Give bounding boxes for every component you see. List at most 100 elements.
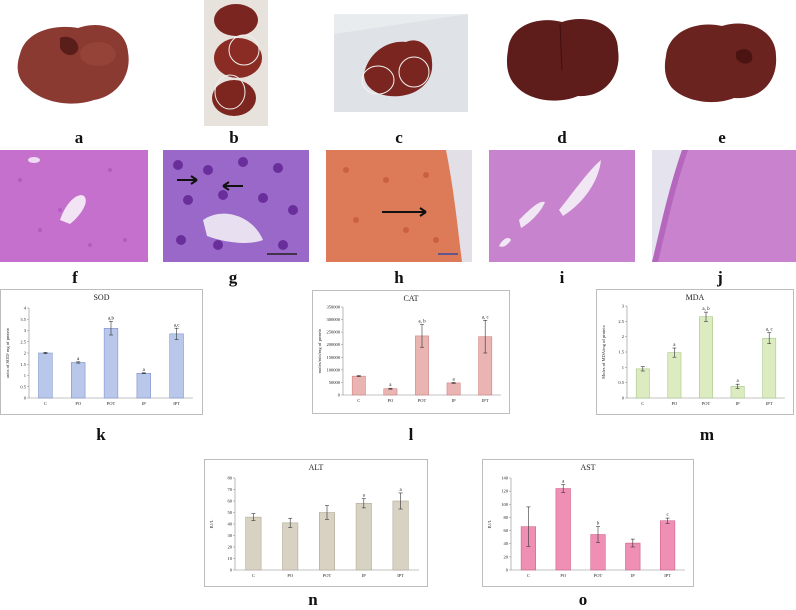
bar [355, 503, 372, 571]
bar [383, 388, 398, 396]
y-tick-label: 60 [228, 499, 233, 504]
bar [699, 316, 713, 399]
y-tick-label: 100 [501, 502, 509, 507]
panel-label-k: k [96, 425, 106, 444]
bar [351, 375, 366, 396]
chart-title: ALT [309, 463, 324, 472]
x-tick-label: PO [287, 573, 294, 578]
y-tick-label: 10 [228, 556, 233, 561]
y-tick-label: 3.5 [20, 317, 26, 322]
y-axis-label: IU/L [487, 519, 492, 528]
significance-label: b [597, 522, 600, 527]
bar [319, 512, 335, 571]
y-tick-label: 120 [501, 489, 509, 494]
significance-label: a, b [418, 320, 426, 325]
significance-label: a, b [702, 307, 710, 312]
y-tick-label: 1 [24, 373, 26, 378]
bar [245, 516, 262, 571]
y-tick-label: 70 [228, 487, 233, 492]
panel-label-f: f [72, 268, 78, 287]
x-tick-label: IP [452, 398, 456, 403]
x-tick-label: POT [702, 401, 711, 406]
x-tick-label: POT [418, 398, 427, 403]
y-tick-label: 2 [24, 351, 26, 356]
y-tick-label: 0 [506, 568, 509, 573]
y-tick-label: 40 [228, 522, 233, 527]
y-tick-label: 2 [622, 334, 624, 339]
y-axis-label: units of SOD/ mg of protein [5, 327, 10, 378]
x-tick-label: IPT [482, 398, 489, 403]
x-tick-label: PO [672, 401, 679, 406]
y-tick-label: 1 [622, 365, 624, 370]
chart-title: SOD [93, 293, 109, 302]
x-tick-label: POT [323, 573, 332, 578]
y-tick-label: 4 [24, 306, 27, 311]
bar [169, 333, 184, 399]
panel-label-e: e [718, 128, 726, 147]
bar [38, 352, 53, 399]
bar [282, 522, 299, 571]
significance-label: a,c [174, 323, 180, 328]
histology-f [0, 150, 148, 262]
panel-label-n: n [308, 590, 318, 609]
y-tick-label: 0 [24, 396, 27, 401]
y-axis-label: IU/L [209, 519, 214, 528]
significance-label: a [562, 480, 565, 485]
y-tick-label: 3 [24, 328, 27, 333]
bar [660, 520, 676, 571]
y-tick-label: 20 [228, 545, 233, 550]
chart-title: MDA [686, 293, 705, 302]
y-tick-label: 1.5 [618, 350, 624, 355]
significance-label: a [143, 368, 146, 373]
y-tick-label: 80 [504, 515, 509, 520]
y-tick-label: 50 [228, 510, 233, 515]
significance-label: a, c [482, 315, 490, 320]
y-tick-label: 20 [504, 554, 509, 559]
y-tick-label: 40 [504, 541, 509, 546]
x-tick-label: IPT [664, 573, 671, 578]
x-tick-label: IP [142, 401, 146, 406]
liver-photo-d [500, 10, 624, 106]
x-tick-label: POT [107, 401, 116, 406]
liver-photo-c [334, 14, 468, 112]
y-axis-label: moles/min/mg of protein [317, 328, 322, 373]
chart-title: CAT [403, 294, 418, 303]
chart-title: AST [580, 463, 595, 472]
significance-label: a [452, 377, 455, 382]
panel-label-c: c [395, 128, 403, 147]
y-tick-label: 30 [228, 533, 233, 538]
liver-photo-e [656, 12, 784, 108]
bar [136, 373, 151, 399]
histology-h [326, 150, 472, 262]
significance-label: a [673, 343, 676, 348]
x-tick-label: IP [631, 573, 635, 578]
bar [71, 362, 86, 399]
y-axis-label: Moles of MDA/mg of protein [601, 325, 606, 379]
panel-label-l: l [408, 425, 414, 444]
y-tick-label: 0 [622, 396, 625, 401]
y-tick-label: 1.5 [20, 362, 26, 367]
panel-label-h: h [394, 268, 404, 287]
y-tick-label: 150000 [327, 355, 341, 360]
panel-label-o: o [578, 590, 588, 609]
cat-chart: CAT moles/min/mg of protein 0 50000 100000 15… [312, 290, 510, 414]
y-tick-label: 80 [228, 476, 233, 481]
y-tick-label: 250000 [327, 330, 341, 335]
liver-photo-a [8, 12, 136, 110]
sod-chart: SOD units of SOD/ mg of protein 0 0.5 1 1.5 2 2… [0, 289, 203, 415]
x-tick-label: IPT [173, 401, 180, 406]
significance-label: a [736, 379, 739, 384]
x-tick-label: C [252, 573, 255, 578]
bar [392, 500, 409, 571]
y-tick-label: 50000 [329, 380, 341, 385]
bar [555, 488, 571, 571]
panel-label-g: g [228, 268, 238, 287]
y-tick-label: 300000 [327, 317, 341, 322]
bar [762, 337, 777, 399]
significance-label: a [363, 494, 366, 499]
significance-label: a, c [766, 328, 774, 333]
alt-chart: ALT IU/L 0 10 20 30 40 50 60 70 80 C PO POT a IP a IPT [204, 459, 428, 587]
y-tick-label: 60 [504, 528, 509, 533]
x-tick-label: C [44, 401, 47, 406]
